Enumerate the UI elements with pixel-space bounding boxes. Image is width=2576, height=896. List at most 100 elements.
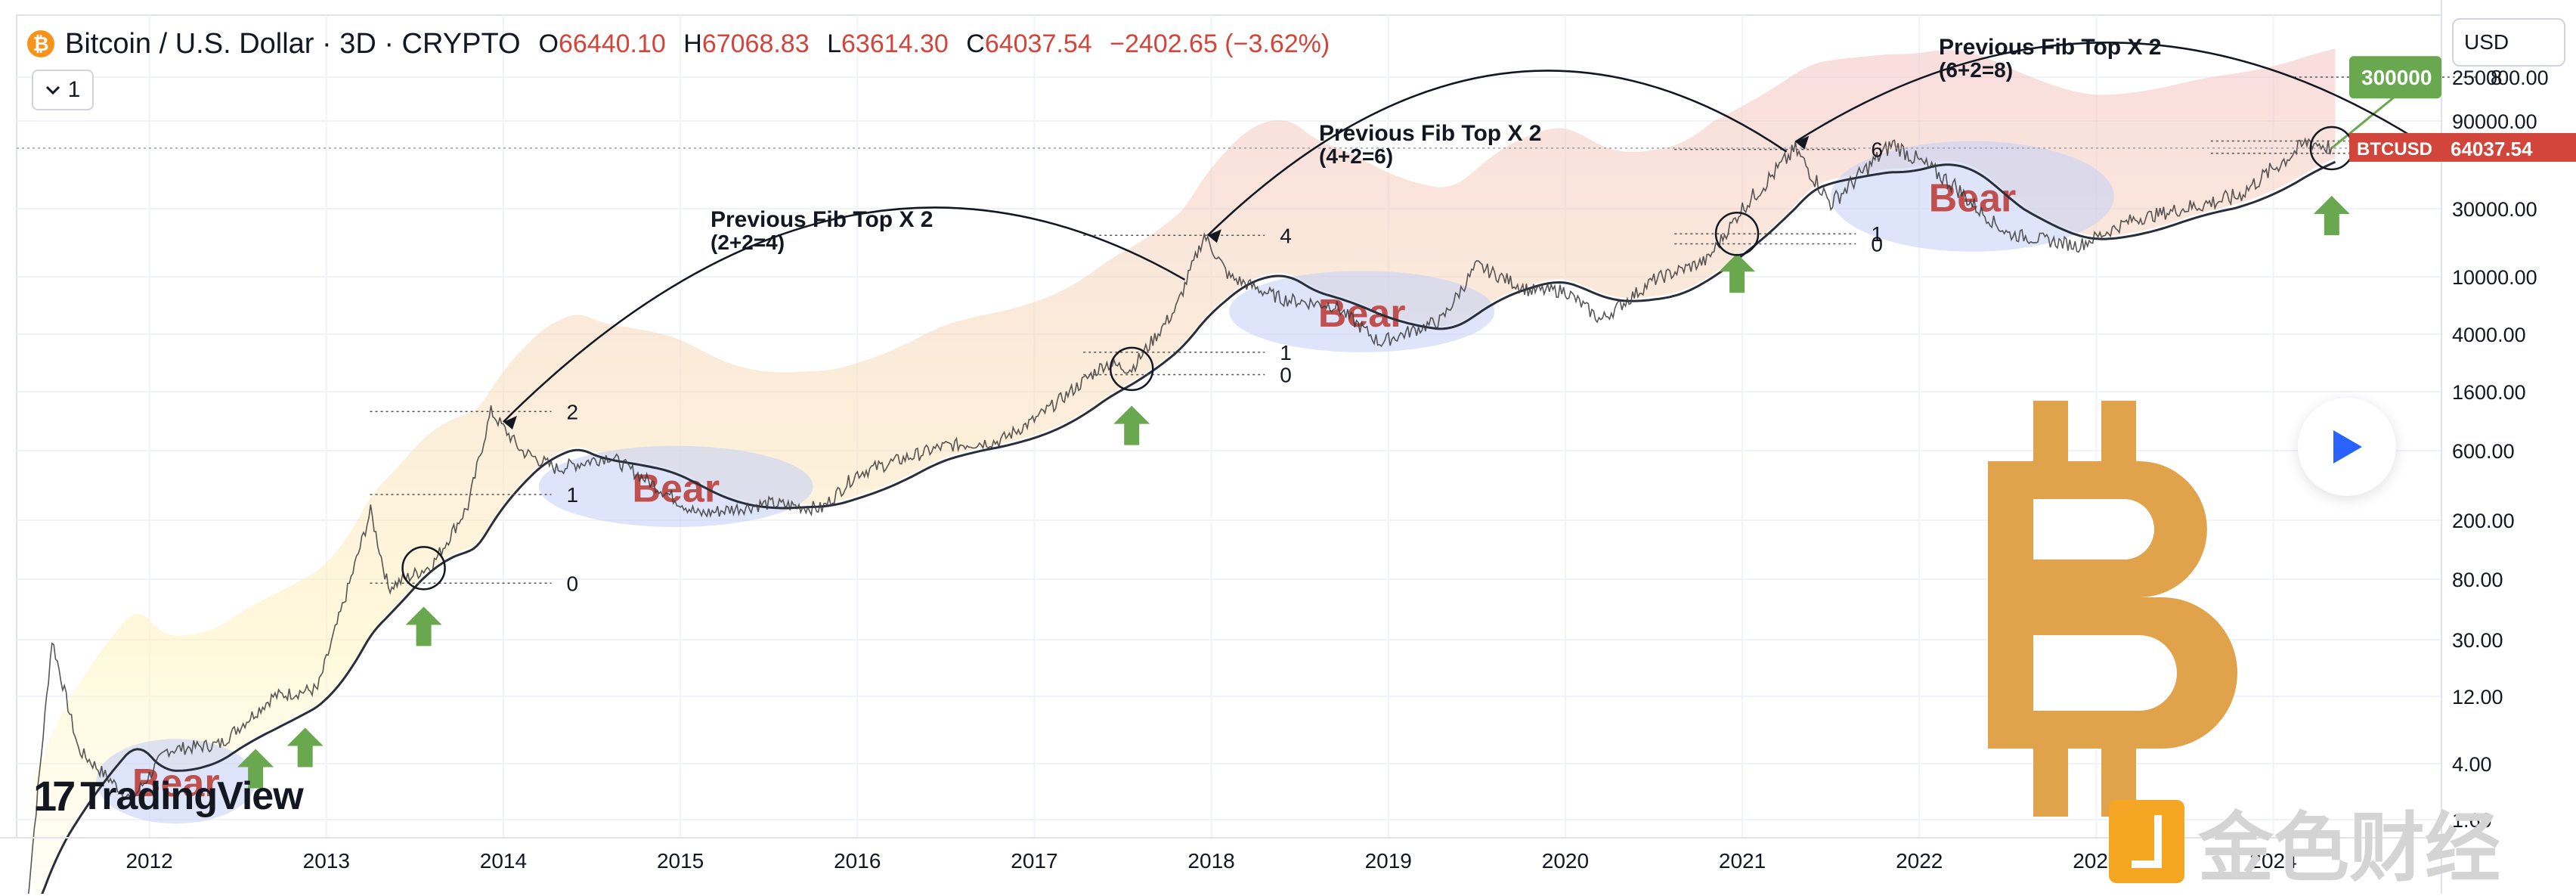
cycle-arc-head — [1207, 229, 1221, 243]
bitcoin-logo-bar — [2101, 401, 2136, 469]
cycle-arc — [1794, 42, 2420, 143]
fib-label: 1 — [1871, 222, 1883, 246]
fib-label: 0 — [1871, 233, 1883, 256]
x-tick-label: 2020 — [1542, 849, 1589, 873]
low-value: 63614.30 — [841, 29, 949, 58]
tradingview-wordmark: TradingView — [80, 774, 303, 818]
x-tick-label: 2021 — [1719, 849, 1766, 873]
watermark: 金色财经 — [2109, 786, 2500, 896]
y-tick-label: 30000.00 — [2452, 198, 2537, 221]
y-tick-label: 12.00 — [2452, 686, 2503, 708]
symbol-badge — [2349, 132, 2441, 162]
high-label: H — [683, 29, 702, 58]
bear-zone — [538, 445, 813, 527]
bitcoin-coin-icon: ₿ — [27, 30, 54, 57]
watermark-logo-icon — [2109, 799, 2184, 883]
play-button[interactable] — [2298, 398, 2396, 496]
breakout-circle — [1714, 211, 1760, 256]
rainbow-band — [34, 48, 2336, 894]
x-tick-label: 2024 — [2249, 849, 2296, 873]
chart-header: ₿ Bitcoin / U.S. Dollar · 3D · CRYPTO O6… — [27, 21, 1330, 67]
last-price-badge-text: 64037.54 — [2451, 138, 2533, 160]
x-tick-label: 2018 — [1187, 849, 1234, 873]
play-icon — [2333, 430, 2362, 464]
breakout-circle — [1109, 346, 1154, 392]
y-tick-label: 200.00 — [2452, 510, 2515, 532]
change-value: −2402.65 (−3.62%) — [1110, 29, 1330, 58]
cycle-arc-head — [503, 415, 517, 429]
y-tick-label: 30.00 — [2452, 629, 2503, 652]
bitcoin-logo — [1988, 401, 2237, 817]
bear-zone — [1831, 141, 2114, 252]
currency-selector[interactable]: USD — [2452, 18, 2565, 67]
y-tick-label: 4000.00 — [2452, 324, 2526, 346]
x-tick-label: 2015 — [657, 849, 704, 873]
moving-average-line — [41, 160, 2336, 894]
tradingview-mark: 17 — [33, 772, 76, 820]
buy-arrow — [286, 727, 324, 767]
indicator-count: 1 — [67, 77, 81, 102]
x-tick-label: 2016 — [834, 849, 881, 873]
tradingview-logo[interactable]: 17 TradingView — [33, 771, 304, 820]
last-price-badge — [2441, 132, 2576, 162]
y-tick-label: 1.60 — [2452, 809, 2492, 832]
buy-arrows — [237, 126, 2355, 789]
watermark-text: 金色财经 — [2198, 806, 2500, 891]
y-tick-label: 4.00 — [2452, 753, 2492, 776]
price-series — [17, 137, 2441, 894]
bear-label: Bear — [1318, 292, 1406, 336]
fib-label: 0 — [567, 572, 579, 595]
bitcoin-logo-bar — [2033, 401, 2068, 469]
cycle-arc — [1207, 70, 1788, 237]
ohlc-readout: O66440.10 H67068.83 L63614.30 C64037.54 … — [539, 29, 1330, 59]
price-path — [27, 137, 2333, 894]
annotations: Previous Fib Top X 2(2+2=4)Previous Fib … — [711, 35, 2162, 254]
chevron-down-icon — [45, 85, 60, 95]
x-tick-label: 2019 — [1365, 849, 1412, 873]
target-badge-text: 300000 — [2361, 66, 2432, 89]
target-badge — [2349, 56, 2441, 99]
fib-label: 8 — [2491, 66, 2503, 89]
buy-arrow — [2313, 196, 2350, 236]
x-tick-label: 2012 — [125, 849, 172, 873]
symbol-title[interactable]: Bitcoin / U.S. Dollar · 3D · CRYPTO — [65, 27, 521, 60]
close-label: C — [966, 29, 985, 58]
annotation-line2: (6+2=8) — [1939, 58, 2013, 82]
y-tick-label: 1600.00 — [2452, 381, 2526, 404]
high-value: 67068.83 — [701, 29, 810, 58]
breakout-circle — [401, 546, 446, 591]
annotation-line2: (4+2=6) — [1319, 144, 1393, 168]
fib-label: 0 — [1280, 363, 1292, 386]
fib-label: 6 — [1871, 138, 1883, 162]
low-label: L — [827, 29, 841, 58]
bitcoin-logo-bar — [2033, 749, 2068, 817]
annotation-line1: Previous Fib Top X 2 — [711, 207, 933, 232]
bear-zone — [96, 739, 256, 824]
fib-label: 1 — [567, 483, 579, 507]
legend-toggle-button[interactable]: 1 — [32, 70, 94, 110]
bitcoin-logo-holes — [2033, 499, 2177, 711]
bear-zone — [1229, 271, 1495, 352]
cycle-arc — [503, 206, 1186, 423]
symbol-badge-text: BTCUSD — [2357, 139, 2432, 160]
bear-label: Bear — [132, 761, 220, 805]
x-tick-label: 2014 — [480, 849, 527, 873]
close-value: 64037.54 — [984, 29, 1092, 58]
x-tick-label: 2022 — [1896, 849, 1943, 873]
buy-arrow — [1719, 253, 1756, 293]
cycle-arrows — [503, 42, 2420, 429]
fib-label: 2 — [567, 400, 579, 423]
x-tick-label: 2017 — [1011, 849, 1057, 873]
y-tick-label: 600.00 — [2452, 440, 2515, 463]
annotation-line1: Previous Fib Top X 2 — [1939, 35, 2162, 60]
buy-arrow — [1113, 405, 1150, 445]
open-value: 66440.10 — [558, 29, 666, 58]
annotation-line1: Previous Fib Top X 2 — [1319, 121, 1542, 146]
bear-label: Bear — [1929, 177, 2017, 221]
annotation-line2: (2+2=4) — [711, 231, 785, 254]
fib-label: 4 — [1280, 224, 1292, 247]
x-tick-label: 2013 — [303, 849, 350, 873]
buy-arrow — [405, 606, 442, 646]
